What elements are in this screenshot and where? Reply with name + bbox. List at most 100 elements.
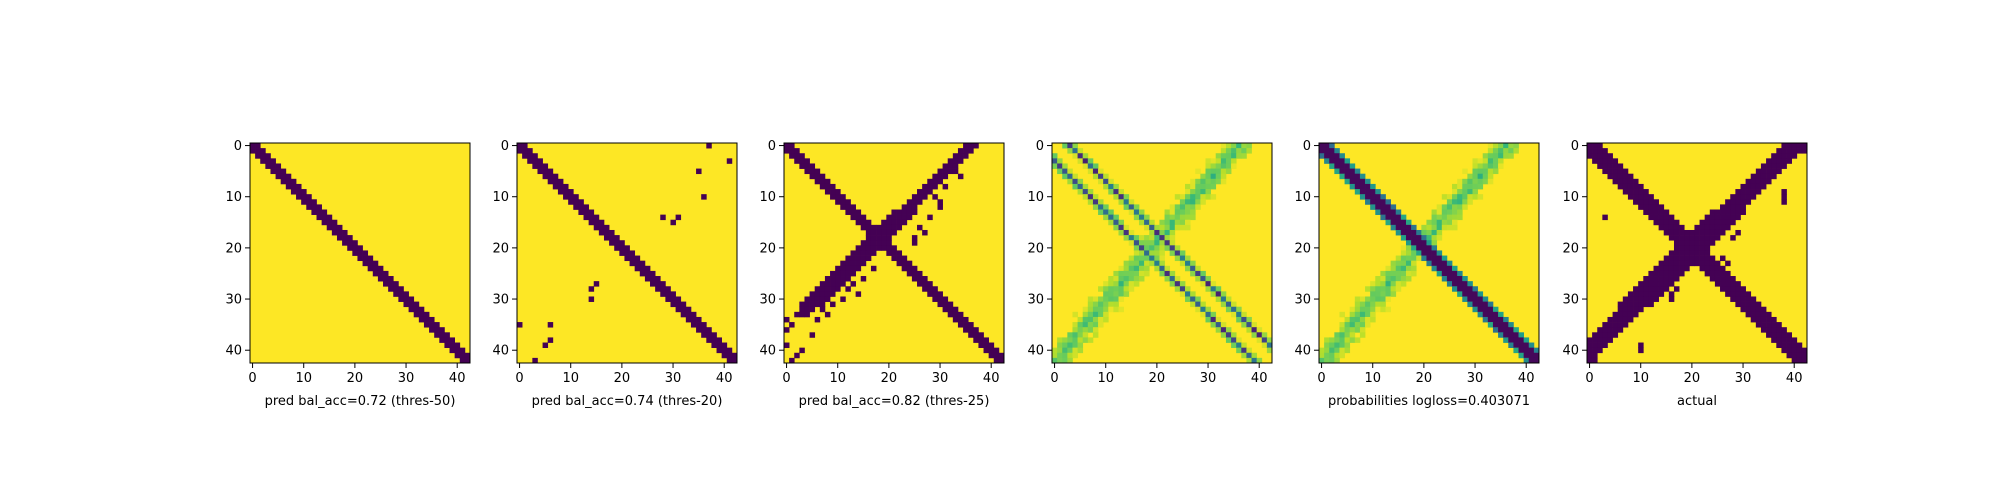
heatmap-cell [1185,209,1191,215]
heatmap-cell [1617,173,1624,180]
heatmap-cell [1653,204,1659,210]
heatmap-cell [1082,194,1089,200]
heatmap-cell [270,168,276,175]
heatmap-cell [1477,311,1484,318]
heatmap-cell [285,183,292,190]
heatmap-cell [1200,306,1206,313]
heatmap-cell [1344,322,1351,328]
heatmap-cell [423,316,430,323]
heatmap-cell [1174,214,1181,221]
heatmap-cell [845,265,851,272]
heatmap-cell [1103,306,1109,313]
heatmap-cell [439,337,445,343]
heatmap-cell [1633,291,1639,297]
heatmap-cell [568,199,574,205]
heatmap-cell [1334,357,1340,364]
heatmap-cell [1077,148,1084,154]
heatmap-cell [1436,204,1443,210]
heatmap-cell [285,178,292,185]
heatmap-cell [1205,158,1211,164]
heatmap-cell [804,158,810,164]
heatmap-cell [1220,322,1227,328]
heatmap-cell [1349,168,1356,175]
heatmap-cell [1513,332,1519,338]
heatmap-cell [1709,255,1716,262]
heatmap-cell [1492,327,1499,333]
heatmap-cell [1648,281,1654,287]
heatmap-cell [250,143,256,149]
y-tick-label: 0 [1036,139,1044,154]
heatmap-cell [1067,342,1073,348]
heatmap-cell [1179,209,1186,215]
heatmap-cell [1062,357,1068,364]
heatmap-cell [891,214,897,221]
heatmap-cell [696,168,702,175]
heatmap-cell [1740,291,1746,297]
heatmap-cell [922,189,928,195]
heatmap-cell [1329,148,1335,154]
heatmap-cell [1730,219,1736,226]
heatmap-cell [865,235,872,241]
heatmap-cell [1720,255,1726,262]
heatmap-cell [952,163,959,169]
heatmap-cell [1067,178,1073,185]
heatmap-cell [1103,209,1109,215]
heatmap-cell [1725,281,1731,287]
heatmap-cell [1210,286,1217,292]
heatmap-cell [1133,281,1140,287]
heatmap-cell [1426,219,1432,226]
heatmap-cell [1195,189,1201,195]
heatmap-cell [1786,158,1792,164]
heatmap-cell [372,260,379,267]
heatmap-cell [947,168,954,175]
heatmap-cell [1205,168,1211,175]
heatmap-cell [1477,194,1484,200]
heatmap-cell [1658,260,1665,267]
heatmap-cell [1436,209,1443,215]
heatmap-cell [1679,235,1685,241]
heatmap-cell [1339,332,1345,338]
heatmap-cell [1062,352,1068,359]
heatmap-cell [1740,199,1746,205]
heatmap-cell [1689,240,1695,246]
heatmap-cell [1411,224,1417,231]
x-axis-label: pred bal_acc=0.72 (thres-50) [265,394,456,409]
heatmap-cell [1771,173,1777,180]
heatmap-cell [1482,301,1489,308]
heatmap-cell [804,301,810,308]
heatmap-cell [819,296,826,302]
heatmap-cell [1400,260,1407,267]
heatmap-cell [845,286,851,292]
heatmap-cell [1375,194,1381,200]
heatmap-cell [1477,291,1484,297]
heatmap-cell [1694,260,1700,267]
heatmap-cell [814,296,821,302]
heatmap-cell [1704,214,1711,221]
heatmap-cell [1339,158,1345,164]
heatmap-cell [1174,286,1181,292]
heatmap-cell [1185,260,1191,267]
heatmap-cell [1174,255,1181,262]
heatmap-cell [1750,316,1757,323]
heatmap-cell [1673,219,1680,226]
heatmap-cell [1241,347,1247,354]
heatmap-cell [1057,352,1063,359]
x-tick-label: 0 [248,371,256,386]
heatmap-cell [1786,342,1792,348]
heatmap-cell [598,229,605,236]
heatmap-cell [1092,332,1099,338]
heatmap-cell [701,327,707,333]
heatmap-cell [1164,235,1171,241]
heatmap-cell [1426,240,1432,246]
heatmap-cell [1164,240,1171,246]
heatmap-cell [1592,332,1598,338]
heatmap-cell [1179,219,1186,226]
heatmap-cell [1622,168,1629,175]
heatmap-cell [1612,322,1619,328]
heatmap-cell [1725,276,1731,282]
heatmap-cell [1612,163,1619,169]
heatmap-cell [275,163,282,169]
heatmap-cell [1766,311,1772,318]
heatmap-cell [459,357,466,364]
heatmap-cell [1057,158,1063,164]
